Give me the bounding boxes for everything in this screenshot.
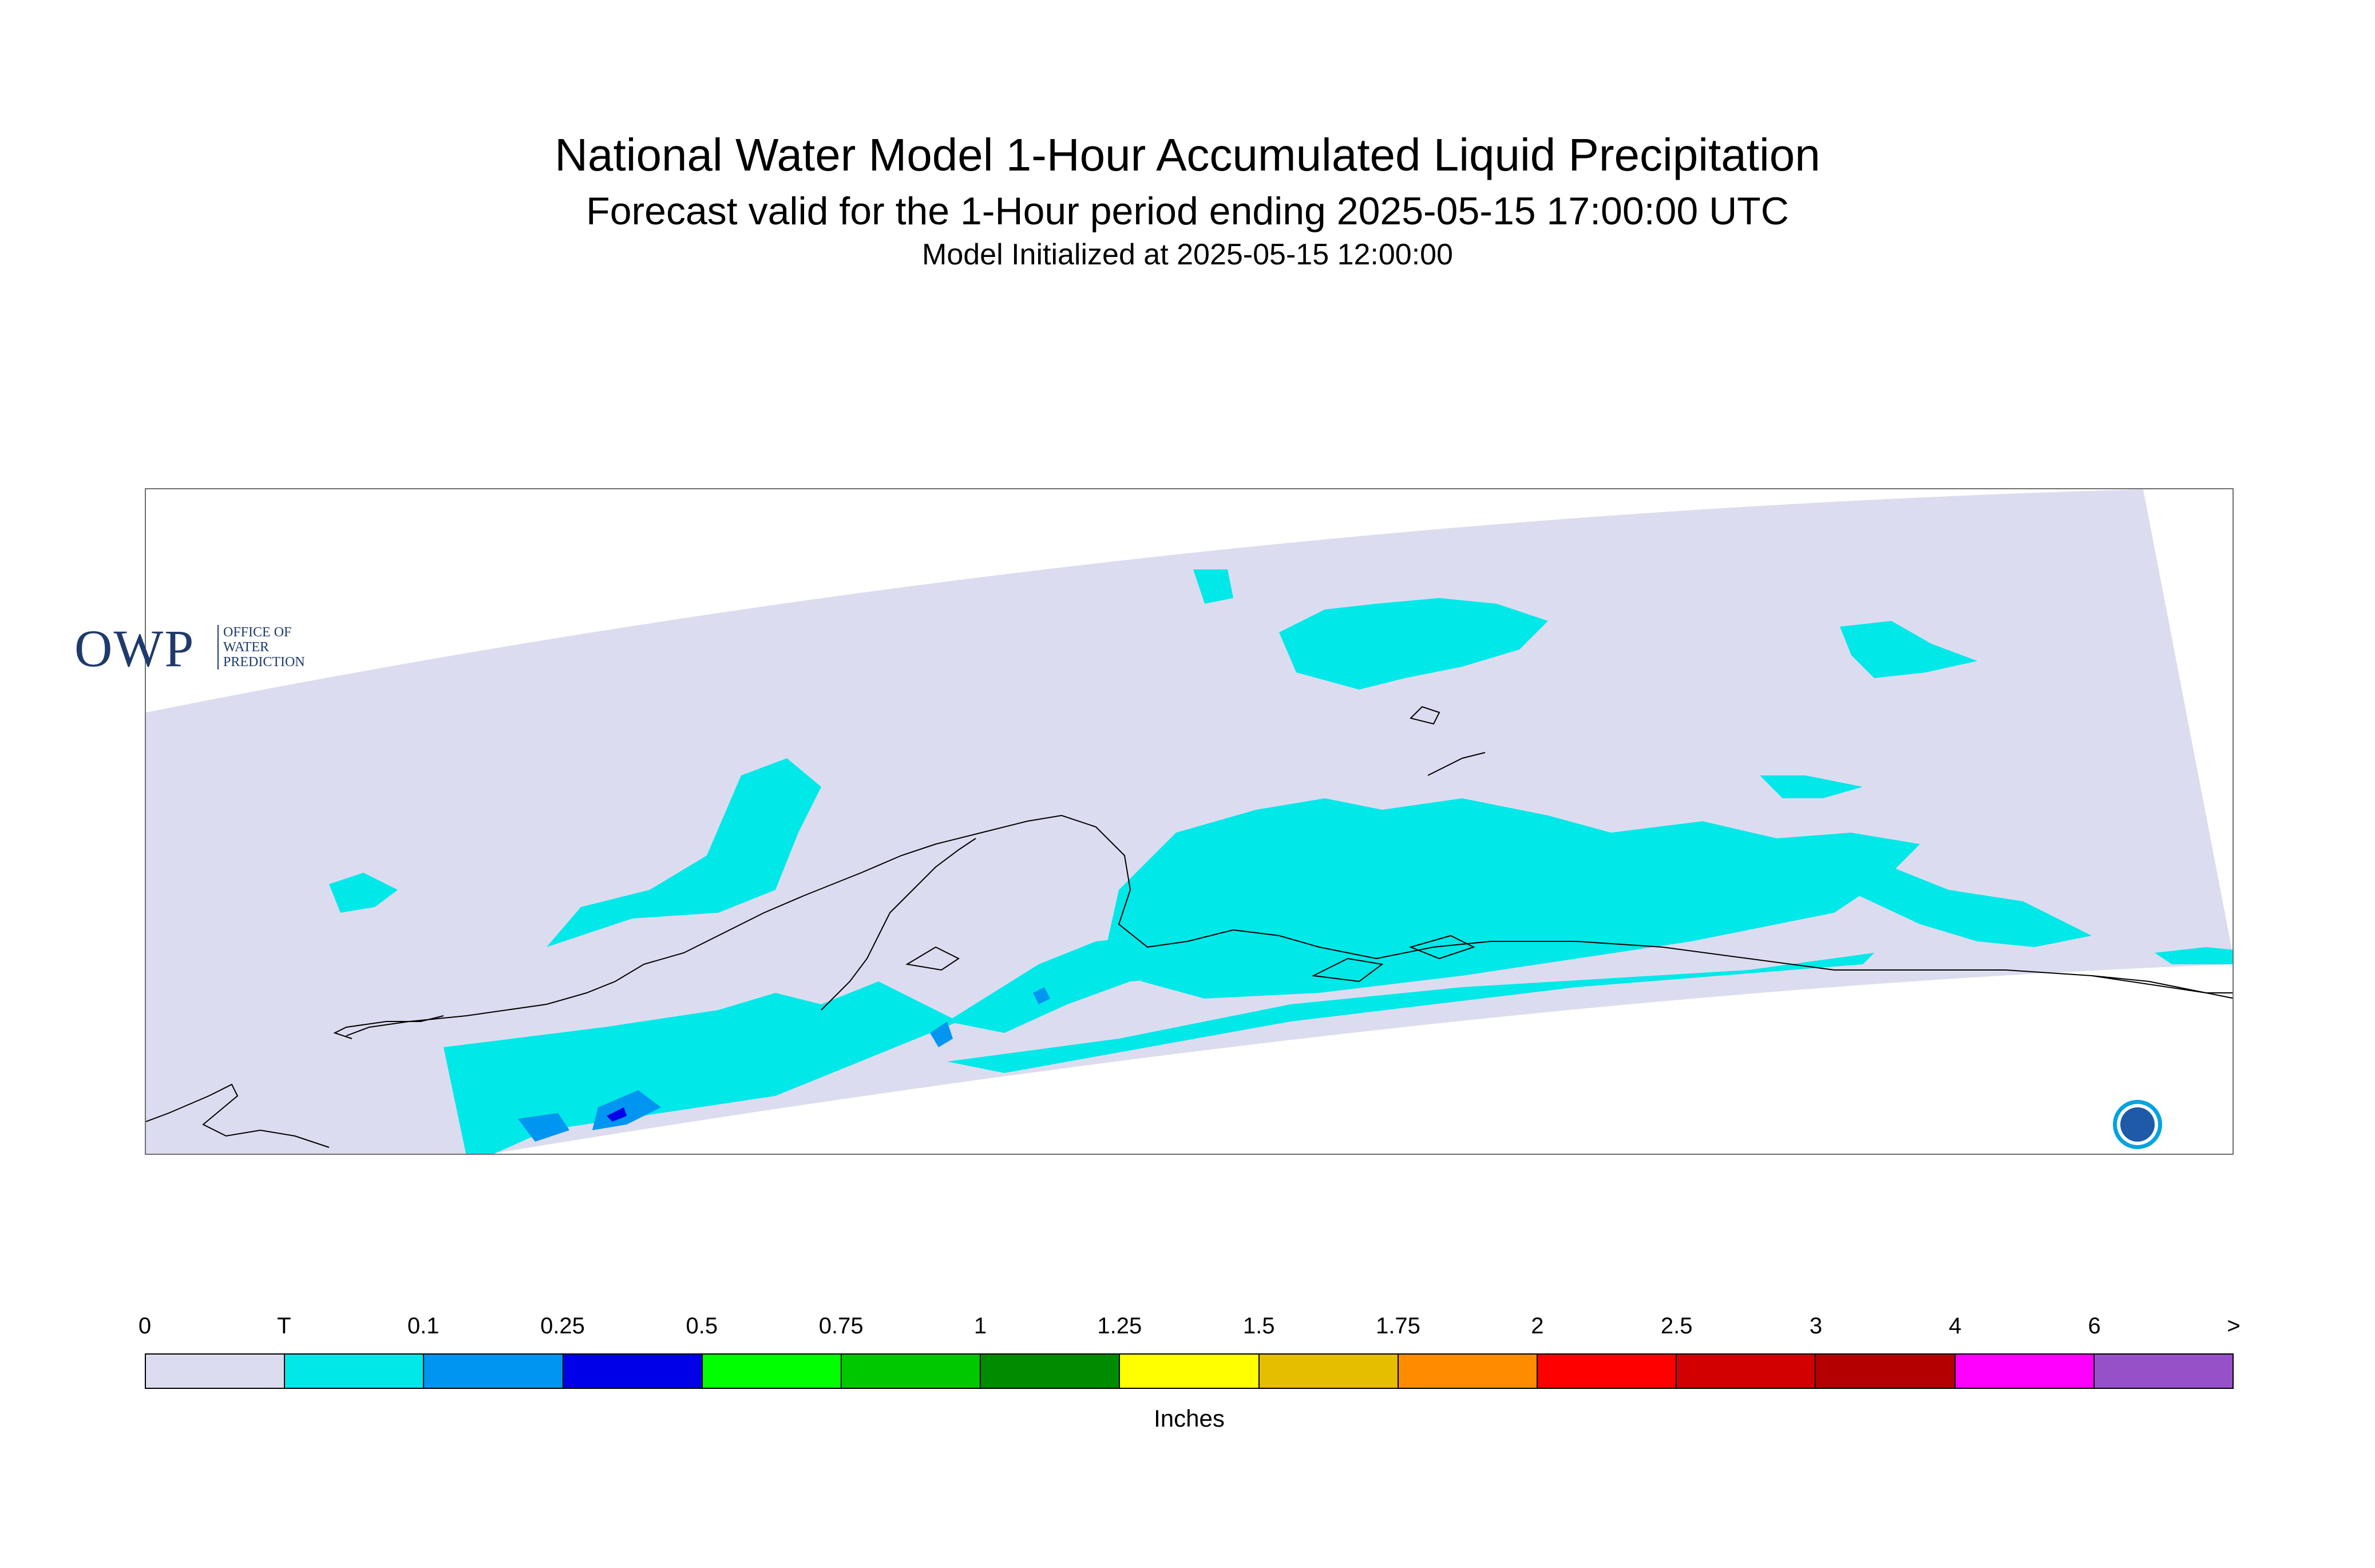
noaa-logo-icon: [2113, 1100, 2162, 1149]
trace-area-south-coast: [947, 953, 1874, 1073]
legend-tick-label: 0.5: [686, 1313, 718, 1339]
legend-swatch: [702, 1355, 842, 1388]
legend-swatch: [424, 1355, 564, 1388]
trace-precip-areas: [329, 569, 2232, 1154]
legend-swatch: [1955, 1355, 2095, 1388]
coastline-main: [346, 814, 2232, 1036]
legend-swatch: [1398, 1355, 1538, 1388]
model-domain-area: [146, 489, 2232, 1154]
owp-sub-line-2: WATER: [223, 640, 269, 655]
legend-tick-label: 1.75: [1376, 1313, 1420, 1339]
legend-tick-label: 1.25: [1097, 1313, 1142, 1339]
coastline-north-bay: [1427, 752, 1486, 776]
trace-area-southwest: [444, 981, 959, 1154]
coastlines: [146, 706, 2232, 1148]
owp-sub-line-3: PREDICTION: [223, 655, 305, 670]
legend-tick-label: 2.5: [1660, 1313, 1693, 1339]
trace-area-gulf: [1107, 798, 1920, 999]
legend-swatch: [285, 1355, 425, 1388]
map-canvas: [146, 489, 2232, 1154]
trace-area-east-edge: [2155, 947, 2232, 964]
owp-logo-subtext: OFFICE OF WATER PREDICTION: [217, 625, 305, 670]
legend-swatch: [1120, 1355, 1260, 1388]
legend-swatch: [1259, 1355, 1399, 1388]
owp-sub-line-1: OFFICE OF: [223, 625, 292, 640]
coastline-far-west: [333, 1015, 444, 1039]
trace-area-far-west: [329, 873, 398, 913]
legend-tick-label: T: [277, 1313, 291, 1339]
coastline-island-1: [905, 946, 960, 971]
noaa-inner-circle: [2120, 1107, 2155, 1142]
precip-legend: 0 T 0.1 0.25 0.5 0.75 1 1.25 1.5 1.75 2 2.5 3 4 6 > Inc…: [138, 1305, 2241, 1442]
trace-area-northeast-strip: [1760, 775, 1863, 798]
legend-tick-label: 3: [1809, 1313, 1823, 1339]
coastline-east: [2091, 975, 2232, 993]
heavy-area-southwest: [607, 1107, 627, 1122]
light-area-southwest-2: [592, 1090, 661, 1130]
legend-tick-label: 0.75: [818, 1313, 864, 1339]
legend-tick-label: 2: [1531, 1313, 1544, 1339]
precipitation-map: [145, 488, 2234, 1155]
legend-tick-label: 0.1: [407, 1313, 440, 1339]
light-precip-areas: [518, 987, 1050, 1142]
coastline-island-3: [1408, 935, 1475, 960]
legend-swatch: [1538, 1355, 1677, 1388]
coastline-north: [1410, 706, 1440, 725]
legend-swatch: [1677, 1355, 1816, 1388]
coastline-island-2: [1311, 957, 1384, 983]
trace-area-east: [1834, 867, 2092, 947]
light-area-southwest-1: [518, 1113, 569, 1142]
legend-swatch: [2094, 1355, 2233, 1388]
legend-swatch: [1816, 1355, 1956, 1388]
legend-tick-label: 0: [138, 1313, 152, 1339]
legend-tick-label: >: [2227, 1313, 2241, 1339]
legend-tick-label: 1: [973, 1313, 987, 1339]
legend-swatch: [146, 1355, 286, 1388]
owp-logo-text: OWP: [74, 619, 195, 678]
legend-color-bar: [145, 1353, 2234, 1389]
page-title: National Water Model 1-Hour Accumulated …: [555, 129, 1820, 180]
legend-tick-label: 6: [2088, 1313, 2101, 1339]
legend-units-label: Inches: [1154, 1405, 1225, 1432]
trace-area-north-small: [1193, 569, 1233, 604]
owp-logo: OWP OFFICE OF WATER PREDICTION: [74, 618, 429, 687]
coastline-west: [146, 1083, 330, 1148]
trace-area-north-cluster: [1279, 598, 1548, 690]
light-area-east-central: [1033, 987, 1050, 1004]
legend-swatch: [842, 1355, 981, 1388]
legend-swatch: [981, 1355, 1121, 1388]
legend-tick-label: 4: [1949, 1313, 1962, 1339]
forecast-valid-subtitle: Forecast valid for the 1-Hour period end…: [586, 189, 1789, 233]
legend-tick-label: 1.5: [1242, 1313, 1275, 1339]
coastline-peninsula: [821, 838, 976, 1011]
trace-area-north-right: [1840, 621, 1977, 678]
legend-swatch: [563, 1355, 703, 1388]
model-initialized-text: Model Initialized at 2025-05-15 12:00:00: [922, 238, 1453, 271]
trace-area-west-band: [547, 758, 821, 947]
heavier-precip-areas: [607, 1107, 627, 1122]
legend-tick-label: 0.25: [540, 1313, 585, 1339]
light-area-central: [930, 1021, 953, 1047]
